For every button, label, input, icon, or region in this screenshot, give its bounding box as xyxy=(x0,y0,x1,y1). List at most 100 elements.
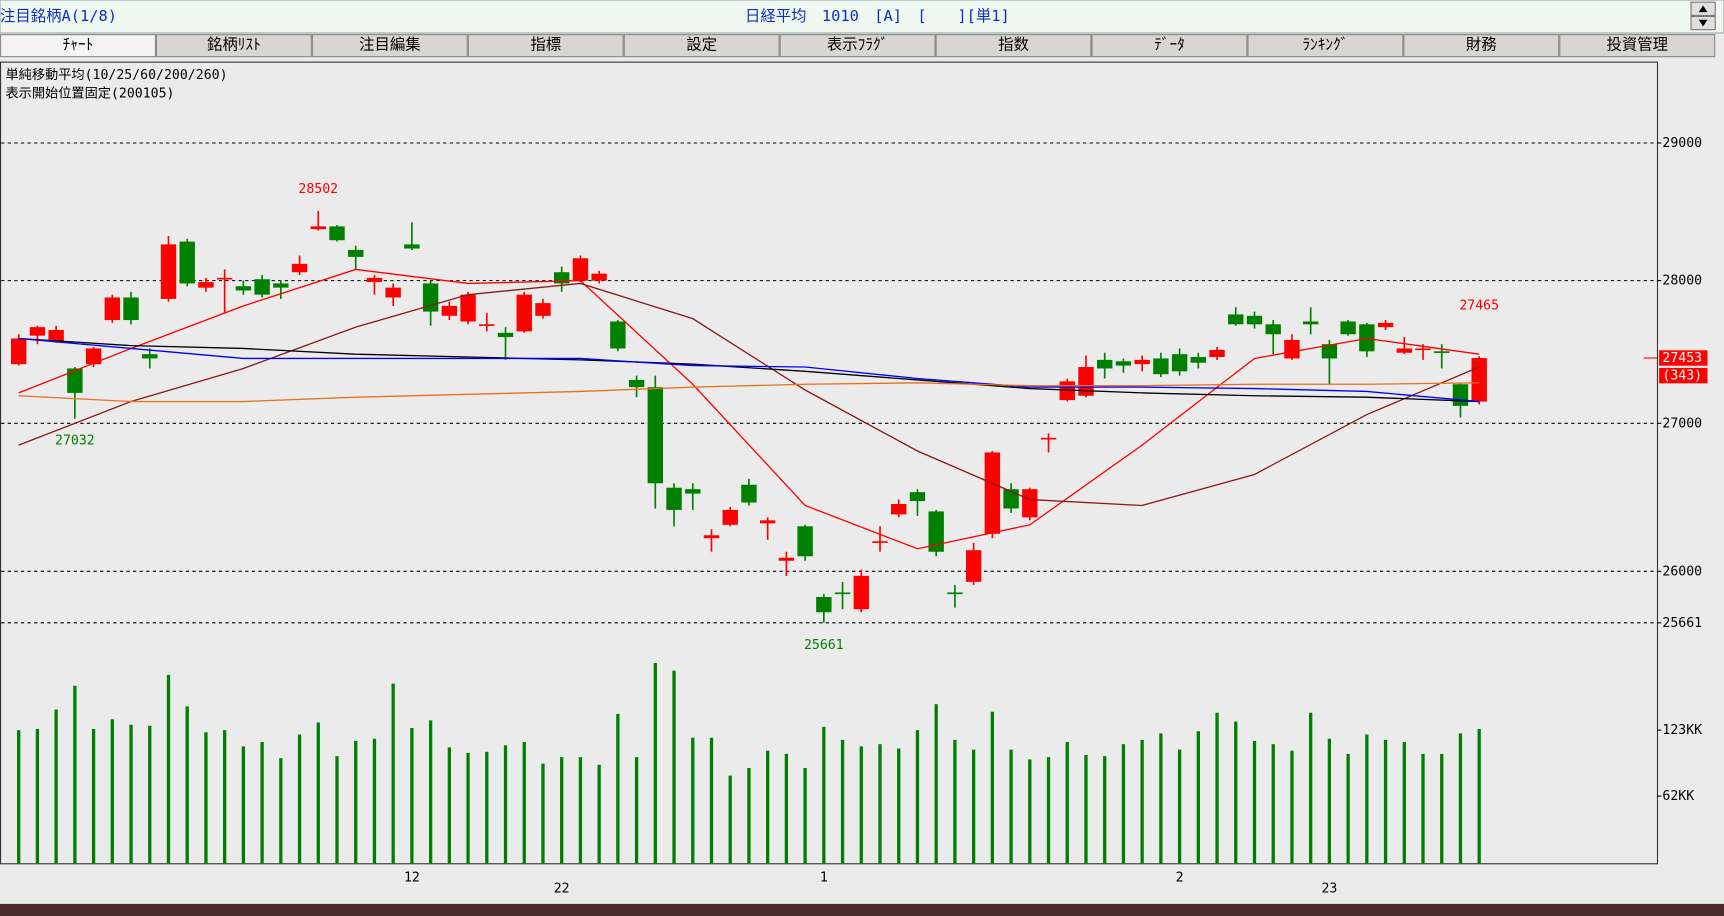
header-center: 日経平均 1010 [A] [ ][単1] xyxy=(745,7,1010,25)
candle-body xyxy=(329,226,345,241)
tab-label: 指標 xyxy=(530,36,561,54)
tab[interactable] xyxy=(935,34,1092,58)
candle-body xyxy=(1228,314,1244,325)
moving-average-line xyxy=(18,337,1480,403)
candle-body xyxy=(722,509,738,525)
candle-body xyxy=(759,520,776,524)
tab[interactable] xyxy=(623,34,780,58)
tab[interactable] xyxy=(311,34,468,58)
candle-body xyxy=(1134,359,1150,365)
last-price-label: 27453 xyxy=(1662,351,1702,366)
moving-average-line xyxy=(18,268,1480,550)
candle-body xyxy=(310,226,326,230)
candle-body xyxy=(872,541,888,543)
candle-body xyxy=(591,273,607,281)
candle-body xyxy=(741,484,757,503)
tab-label: 銘柄ﾘｽﾄ xyxy=(207,36,261,54)
candle-body xyxy=(909,492,926,502)
candle-body xyxy=(10,338,27,365)
candle-body xyxy=(291,263,308,273)
candle-body xyxy=(497,332,514,338)
header-bar xyxy=(0,0,1724,34)
candle-body xyxy=(198,282,214,288)
candle-body xyxy=(29,327,46,336)
header-left: 注目銘柄A(1/8) xyxy=(0,7,117,25)
candle-body xyxy=(647,387,664,484)
candle-body xyxy=(1396,348,1412,353)
candle-body xyxy=(142,354,158,359)
candle-body xyxy=(1153,358,1169,375)
price-annotation: 27032 xyxy=(55,434,95,449)
y-tick-label: 25661 xyxy=(1662,616,1702,631)
candle-body xyxy=(666,487,682,510)
tab-label: 表示ﾌﾗｸﾞ xyxy=(827,36,888,54)
plot-area xyxy=(0,61,1659,865)
last-change-box xyxy=(1659,367,1708,384)
candle-body xyxy=(48,329,64,342)
candle-body xyxy=(1377,322,1394,328)
candle-body xyxy=(947,592,963,595)
y-tick-label: 29000 xyxy=(1662,136,1702,151)
tab[interactable] xyxy=(467,34,624,58)
bottom-border xyxy=(0,903,1724,916)
candle-body xyxy=(460,294,476,322)
candle-body xyxy=(366,277,383,283)
candle-body xyxy=(984,452,1001,534)
candle-body xyxy=(816,597,832,613)
moving-average-line xyxy=(18,282,1480,507)
candle-body xyxy=(348,249,364,257)
candle-body xyxy=(853,575,869,610)
candle-body xyxy=(1415,348,1431,351)
scroll-up-icon xyxy=(1698,5,1708,13)
candle-body xyxy=(67,368,83,393)
chart-subtitle: 表示開始位置固定(200105) xyxy=(5,85,174,101)
candle-body xyxy=(610,321,626,349)
tab-label: 注目編集 xyxy=(359,36,420,54)
candle-body xyxy=(385,287,401,298)
candle-body xyxy=(1340,321,1356,335)
y-tick-label: 27000 xyxy=(1662,416,1702,431)
candle-body xyxy=(1078,367,1094,396)
x-year-label: 23 xyxy=(1321,882,1337,897)
candle-body xyxy=(160,244,177,299)
tab[interactable] xyxy=(1247,34,1404,58)
candle-body xyxy=(273,283,289,288)
tab-label: 設定 xyxy=(686,36,717,54)
tab-label: 財務 xyxy=(1466,36,1497,54)
candle-body xyxy=(1284,339,1300,359)
candle-body xyxy=(1321,344,1338,359)
candle-body xyxy=(1265,324,1281,335)
candle-body xyxy=(404,244,420,249)
candle-body xyxy=(834,592,851,595)
candle-body xyxy=(123,297,139,321)
candle-body xyxy=(928,511,944,552)
tab[interactable] xyxy=(155,34,312,58)
tab[interactable] xyxy=(1559,34,1716,58)
tab-label: 投資管理 xyxy=(1606,36,1667,54)
candle-body xyxy=(85,348,102,365)
candle-body xyxy=(179,241,195,284)
candle-body xyxy=(1003,489,1019,509)
tab[interactable] xyxy=(0,34,156,58)
candle-body xyxy=(703,535,720,539)
candle-body xyxy=(235,286,252,291)
candle-body xyxy=(1022,489,1038,518)
candle-body xyxy=(254,279,270,295)
tab[interactable] xyxy=(1091,34,1248,58)
candle-body xyxy=(778,557,795,561)
x-year-label: 22 xyxy=(554,882,570,897)
y-tick-label: 26000 xyxy=(1662,564,1702,579)
scroll-down-icon xyxy=(1698,19,1708,27)
x-tick-label: 1 xyxy=(820,871,828,886)
candle-body xyxy=(797,526,813,557)
volume-tick-label: 62KK xyxy=(1662,789,1694,804)
candle-body xyxy=(1115,361,1132,366)
candle-body xyxy=(479,324,495,326)
tab[interactable] xyxy=(1403,34,1560,58)
tab-label: 指数 xyxy=(998,36,1029,54)
candle-body xyxy=(965,550,982,582)
tab[interactable] xyxy=(779,34,936,58)
candle-body xyxy=(1190,357,1207,363)
candle-body xyxy=(553,272,570,284)
